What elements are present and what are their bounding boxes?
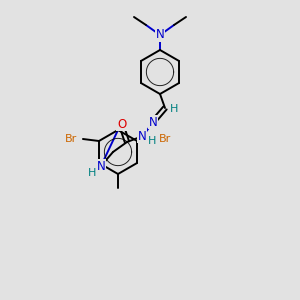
Text: O: O	[117, 118, 127, 130]
Text: Br: Br	[65, 134, 77, 144]
Text: N: N	[156, 28, 164, 41]
Text: H: H	[148, 136, 156, 146]
Text: H: H	[170, 104, 178, 114]
Text: N: N	[148, 116, 158, 128]
Text: N: N	[138, 130, 146, 142]
Text: N: N	[97, 160, 105, 172]
Text: H: H	[88, 168, 96, 178]
Text: Br: Br	[159, 134, 171, 144]
